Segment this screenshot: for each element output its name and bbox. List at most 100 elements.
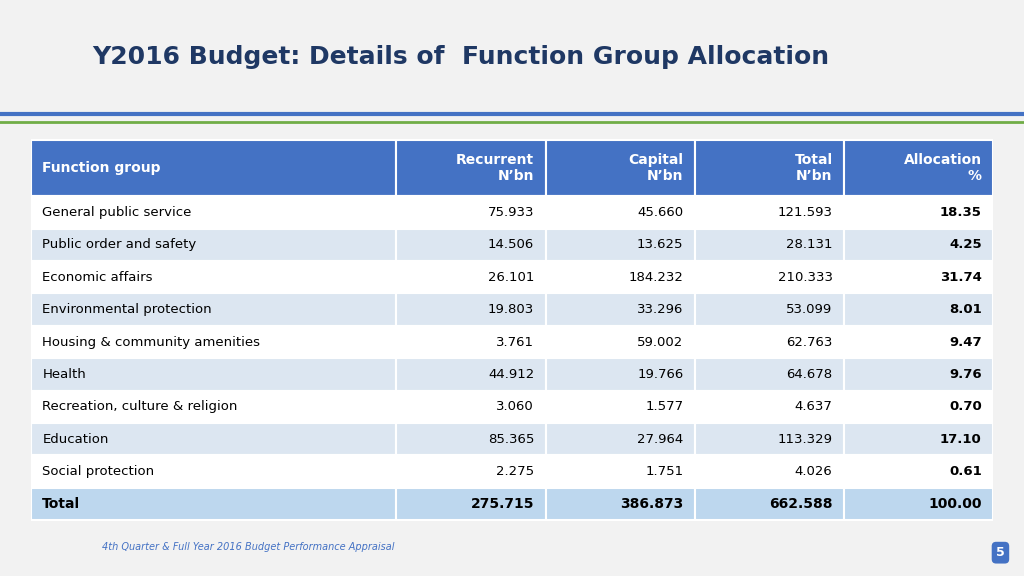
Bar (31, 326, 396, 358)
Bar (396, 261, 546, 293)
Bar (844, 488, 993, 520)
Bar (695, 293, 844, 326)
Bar (844, 229, 993, 261)
Bar (396, 140, 546, 196)
Bar (31, 140, 396, 196)
Text: 59.002: 59.002 (637, 335, 683, 348)
Text: Total: Total (42, 497, 81, 511)
Text: 85.365: 85.365 (487, 433, 535, 446)
Text: General public service: General public service (42, 206, 191, 219)
Bar (844, 391, 993, 423)
Text: 662.588: 662.588 (769, 497, 833, 511)
Text: 28.131: 28.131 (786, 238, 833, 251)
Bar (31, 293, 396, 326)
Bar (695, 456, 844, 488)
Text: Education: Education (42, 433, 109, 446)
Text: 44.912: 44.912 (487, 368, 535, 381)
Bar (546, 229, 695, 261)
Text: Y2016 Budget: Details of  Function Group Allocation: Y2016 Budget: Details of Function Group … (92, 45, 829, 69)
Text: 8.01: 8.01 (949, 303, 982, 316)
Text: 210.333: 210.333 (777, 271, 833, 283)
Bar (844, 261, 993, 293)
Text: 9.47: 9.47 (949, 335, 982, 348)
Bar (695, 488, 844, 520)
Bar (844, 293, 993, 326)
Bar (844, 326, 993, 358)
Bar (695, 196, 844, 229)
Text: Recreation, culture & religion: Recreation, culture & religion (42, 400, 238, 414)
Text: Recurrent
N’bn: Recurrent N’bn (456, 153, 535, 183)
Bar (396, 229, 546, 261)
Text: 64.678: 64.678 (786, 368, 833, 381)
Bar (546, 261, 695, 293)
Text: 62.763: 62.763 (786, 335, 833, 348)
Text: 14.506: 14.506 (487, 238, 535, 251)
Text: 0.61: 0.61 (949, 465, 982, 478)
Text: 100.00: 100.00 (928, 497, 982, 511)
Bar (844, 140, 993, 196)
Text: Economic affairs: Economic affairs (42, 271, 153, 283)
Text: Total
N’bn: Total N’bn (795, 153, 833, 183)
Bar (695, 229, 844, 261)
Text: Allocation
%: Allocation % (903, 153, 982, 183)
Bar (695, 423, 844, 456)
Text: 75.933: 75.933 (487, 206, 535, 219)
Text: 9.76: 9.76 (949, 368, 982, 381)
Bar (31, 391, 396, 423)
Text: 386.873: 386.873 (621, 497, 683, 511)
Bar (546, 488, 695, 520)
Bar (546, 326, 695, 358)
Text: Environmental protection: Environmental protection (42, 303, 212, 316)
Bar (695, 326, 844, 358)
Bar (546, 391, 695, 423)
Text: 2.275: 2.275 (496, 465, 535, 478)
Text: 13.625: 13.625 (637, 238, 683, 251)
Text: 4.637: 4.637 (795, 400, 833, 414)
Bar (695, 261, 844, 293)
Bar (546, 140, 695, 196)
Bar (546, 423, 695, 456)
Bar (546, 293, 695, 326)
Text: 4th Quarter & Full Year 2016 Budget Performance Appraisal: 4th Quarter & Full Year 2016 Budget Perf… (102, 543, 395, 552)
Bar (31, 229, 396, 261)
Text: 3.060: 3.060 (497, 400, 535, 414)
Text: Function group: Function group (42, 161, 161, 175)
Text: 26.101: 26.101 (487, 271, 535, 283)
Bar (546, 358, 695, 391)
Bar (844, 423, 993, 456)
Bar (844, 358, 993, 391)
Text: 45.660: 45.660 (637, 206, 683, 219)
Bar (396, 358, 546, 391)
Text: 53.099: 53.099 (786, 303, 833, 316)
Text: 33.296: 33.296 (637, 303, 683, 316)
Bar (695, 140, 844, 196)
Bar (31, 196, 396, 229)
Text: 5: 5 (996, 546, 1005, 559)
Text: 1.751: 1.751 (645, 465, 683, 478)
Bar (31, 358, 396, 391)
Bar (396, 293, 546, 326)
Text: Housing & community amenities: Housing & community amenities (42, 335, 260, 348)
Bar (396, 423, 546, 456)
Bar (546, 196, 695, 229)
Text: 121.593: 121.593 (777, 206, 833, 219)
Text: 27.964: 27.964 (637, 433, 683, 446)
Text: 19.803: 19.803 (487, 303, 535, 316)
Bar (396, 488, 546, 520)
Bar (31, 456, 396, 488)
Text: Social protection: Social protection (42, 465, 155, 478)
Text: 31.74: 31.74 (940, 271, 982, 283)
Text: 0.70: 0.70 (949, 400, 982, 414)
Bar (31, 423, 396, 456)
Text: Public order and safety: Public order and safety (42, 238, 197, 251)
Text: 4.25: 4.25 (949, 238, 982, 251)
Bar (31, 261, 396, 293)
Bar (844, 196, 993, 229)
Text: 4.026: 4.026 (795, 465, 833, 478)
Text: 18.35: 18.35 (940, 206, 982, 219)
Bar (844, 456, 993, 488)
Text: 275.715: 275.715 (471, 497, 535, 511)
Text: 17.10: 17.10 (940, 433, 982, 446)
Bar (695, 391, 844, 423)
Bar (546, 456, 695, 488)
